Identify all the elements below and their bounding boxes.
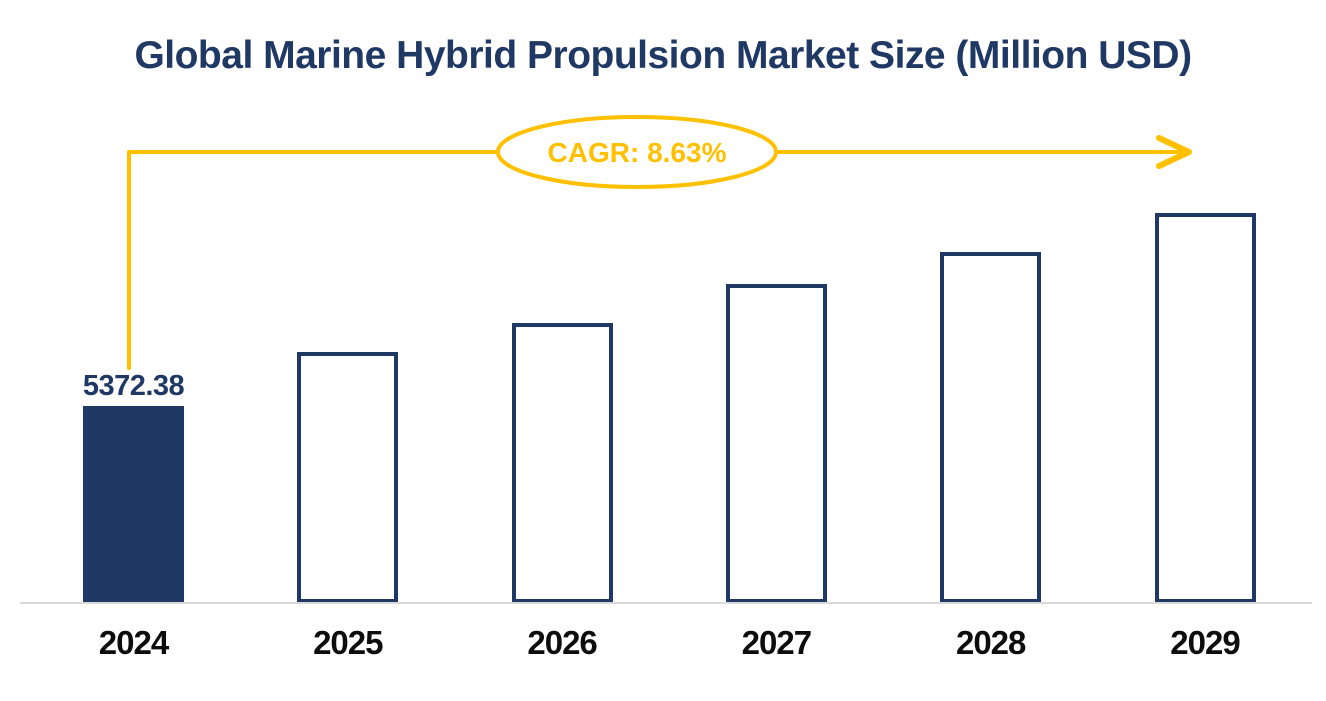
- x-tick-label-2024: 2024: [98, 624, 169, 661]
- x-tick-label-2028: 2028: [955, 624, 1026, 661]
- bar-2025: [297, 352, 399, 603]
- bar-2028: [940, 252, 1042, 603]
- cagr-ellipse: [496, 115, 778, 189]
- bar-2026: [511, 323, 613, 603]
- x-tick-label-2026: 2026: [527, 624, 597, 661]
- arrowhead-icon: [1156, 135, 1192, 169]
- bar-2024: [83, 406, 184, 603]
- bar-2029: [1154, 213, 1256, 603]
- x-tick-label-2029: 2029: [1170, 624, 1240, 661]
- chart-title: Global Marine Hybrid Propulsion Market S…: [134, 34, 1192, 77]
- x-tick-label-2025: 2025: [313, 624, 383, 661]
- cagr-connector-line: [127, 150, 502, 370]
- bar-2027: [725, 284, 827, 603]
- x-tick-label-2027: 2027: [741, 624, 812, 661]
- cagr-label: CAGR: 8.63%: [547, 137, 727, 168]
- x-axis-line: [20, 602, 1312, 604]
- bar-value-label-2024: 5372.38: [82, 370, 185, 402]
